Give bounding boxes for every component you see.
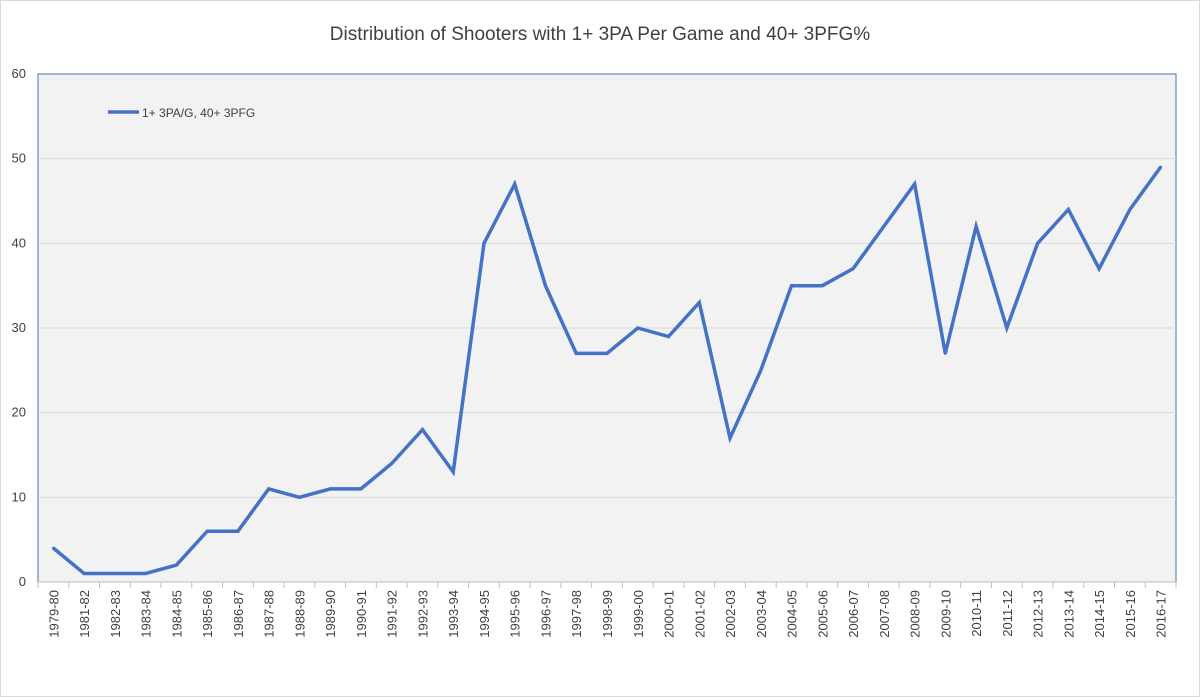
x-tick-label: 2012-13 [1031, 590, 1046, 638]
data-point [482, 241, 486, 245]
x-tick-label: 2005-06 [815, 590, 830, 638]
x-tick-label: 1984-85 [169, 590, 184, 638]
data-point [1097, 267, 1101, 271]
data-point [1005, 326, 1009, 330]
data-point [1066, 208, 1070, 211]
data-point [174, 563, 178, 567]
legend-label: 1+ 3PA/G, 40+ 3PFG [142, 106, 255, 120]
x-tick-label: 2009-10 [938, 590, 953, 638]
data-point [820, 284, 824, 288]
legend: 1+ 3PA/G, 40+ 3PFG [108, 106, 255, 120]
y-tick-label: 50 [12, 151, 26, 166]
x-tick-label: 2002-03 [723, 590, 738, 638]
data-point [51, 546, 55, 550]
data-point [974, 224, 978, 228]
y-tick-label: 30 [12, 320, 26, 335]
data-point [851, 267, 855, 271]
y-tick-label: 40 [12, 235, 26, 250]
x-tick-label: 1988-89 [292, 590, 307, 638]
data-point [1159, 165, 1163, 169]
x-tick-label: 1982-83 [108, 590, 123, 638]
x-tick-label: 1981-82 [77, 590, 92, 638]
x-tick-label: 2016-17 [1154, 590, 1169, 638]
x-tick-label: 1991-92 [385, 590, 400, 638]
data-point [1036, 241, 1040, 245]
x-tick-label: 1987-88 [262, 590, 277, 638]
data-point [667, 335, 670, 338]
data-point [205, 529, 209, 533]
data-point [943, 351, 947, 355]
data-point [882, 224, 886, 228]
x-tick-label: 1999-00 [631, 590, 646, 638]
data-point [913, 182, 917, 186]
x-tick-label: 2001-02 [692, 590, 707, 638]
x-tick-label: 1989-90 [323, 590, 338, 638]
data-point [605, 351, 609, 355]
x-tick-label: 1993-94 [446, 590, 461, 638]
x-tick-label: 1985-86 [200, 590, 215, 638]
y-axis: 0 10 20 30 40 50 60 [12, 66, 26, 589]
data-point [544, 284, 547, 288]
gridlines [38, 158, 1176, 498]
data-point [390, 462, 394, 465]
x-tick-label: 2000-01 [662, 590, 677, 638]
x-tick-label: 2007-08 [877, 590, 892, 638]
x-tick-label: 1990-91 [354, 590, 369, 638]
data-point [82, 572, 86, 575]
x-tick-label: 2014-15 [1092, 590, 1107, 638]
chart-title: Distribution of Shooters with 1+ 3PA Per… [329, 24, 871, 45]
x-axis: 1979-80 1981-82 1982-83 1983-84 1984-85 1985-… [37, 581, 1177, 638]
y-tick-label: 10 [12, 489, 26, 504]
data-point [513, 182, 517, 186]
data-point [759, 368, 763, 372]
data-point [790, 284, 793, 288]
data-point [113, 572, 117, 575]
x-tick-label: 1995-96 [508, 590, 523, 638]
x-tick-label: 1998-99 [600, 590, 615, 638]
x-tick-label: 2006-07 [846, 590, 861, 638]
data-point [359, 487, 363, 491]
x-tick-label: 1996-97 [538, 590, 553, 638]
x-tick-label: 2013-14 [1061, 590, 1076, 638]
y-tick-label: 60 [12, 66, 26, 81]
data-point [574, 351, 578, 355]
x-tick-label: 1979-80 [46, 590, 61, 638]
data-point [267, 487, 271, 491]
x-tick-label: 2003-04 [754, 590, 769, 638]
series-group [51, 165, 1163, 576]
x-tick-label: 1986-87 [231, 590, 246, 638]
data-point [421, 428, 424, 432]
x-tick-label: 1983-84 [139, 590, 154, 638]
x-tick-label: 2008-09 [908, 590, 923, 638]
y-tick-label: 0 [19, 574, 26, 589]
data-point [1128, 208, 1132, 211]
x-tick-label: 2010-11 [969, 590, 984, 637]
data-point [728, 436, 732, 440]
x-tick-label: 2011-12 [1000, 590, 1015, 637]
x-tick-label: 1997-98 [569, 590, 584, 638]
data-point [144, 572, 148, 575]
x-tick-label: 1992-93 [415, 590, 430, 638]
data-point [697, 301, 701, 305]
x-tick-label: 2015-16 [1123, 590, 1138, 638]
data-point [636, 326, 640, 330]
data-point [451, 470, 455, 474]
y-tick-label: 20 [12, 405, 26, 420]
data-point [297, 495, 301, 499]
data-point [236, 529, 240, 533]
x-tick-label: 2004-05 [785, 590, 800, 638]
x-tick-label: 1994-95 [477, 590, 492, 638]
data-point [328, 487, 332, 491]
